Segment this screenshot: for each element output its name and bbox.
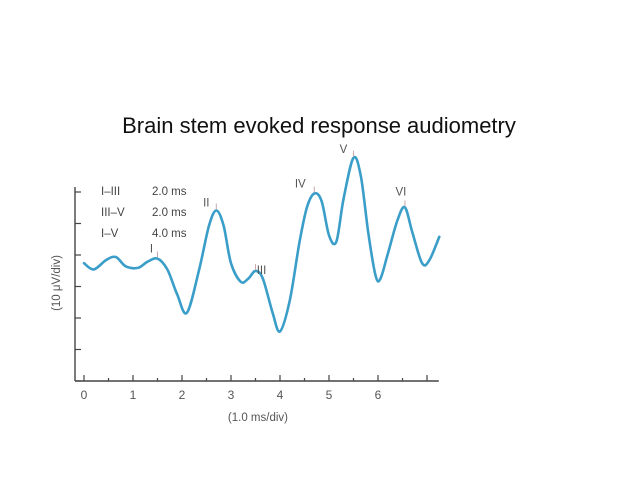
legend-interval-value: 2.0 ms [152,186,187,198]
x-tick-label: 0 [81,388,88,402]
peak-label: VI [396,186,407,198]
x-axis-label: (1.0 ms/div) [228,412,288,424]
peak-label: I [150,244,153,256]
legend-interval-value: 4.0 ms [152,228,187,240]
peak-label: II [203,198,209,210]
chart-axes: 0 1 2 3 4 5 6 [74,187,439,402]
x-tick-label: 5 [326,388,333,402]
waveform-line [82,155,441,333]
legend-interval-label: III–V [101,207,125,219]
x-tick-label: 3 [228,388,235,402]
peak-label: III [257,265,267,277]
x-tick-label: 6 [375,388,382,402]
x-tick-label: 2 [179,388,186,402]
legend-interval-label: I–V [101,228,119,240]
chart-series [82,155,441,333]
legend-interval-value: 2.0 ms [152,207,187,219]
y-axis-label: (10 μV/div) [51,255,63,311]
peak-label: IV [295,178,306,190]
peak-label: V [340,144,348,156]
slide-title: Brain stem evoked response audiometry [122,113,516,138]
legend-interval-label: I–III [101,186,120,198]
chart-legend: I–III 2.0 ms III–V 2.0 ms I–V 4.0 ms [101,186,187,240]
x-tick-label: 1 [130,388,137,402]
x-tick-label: 4 [277,388,284,402]
